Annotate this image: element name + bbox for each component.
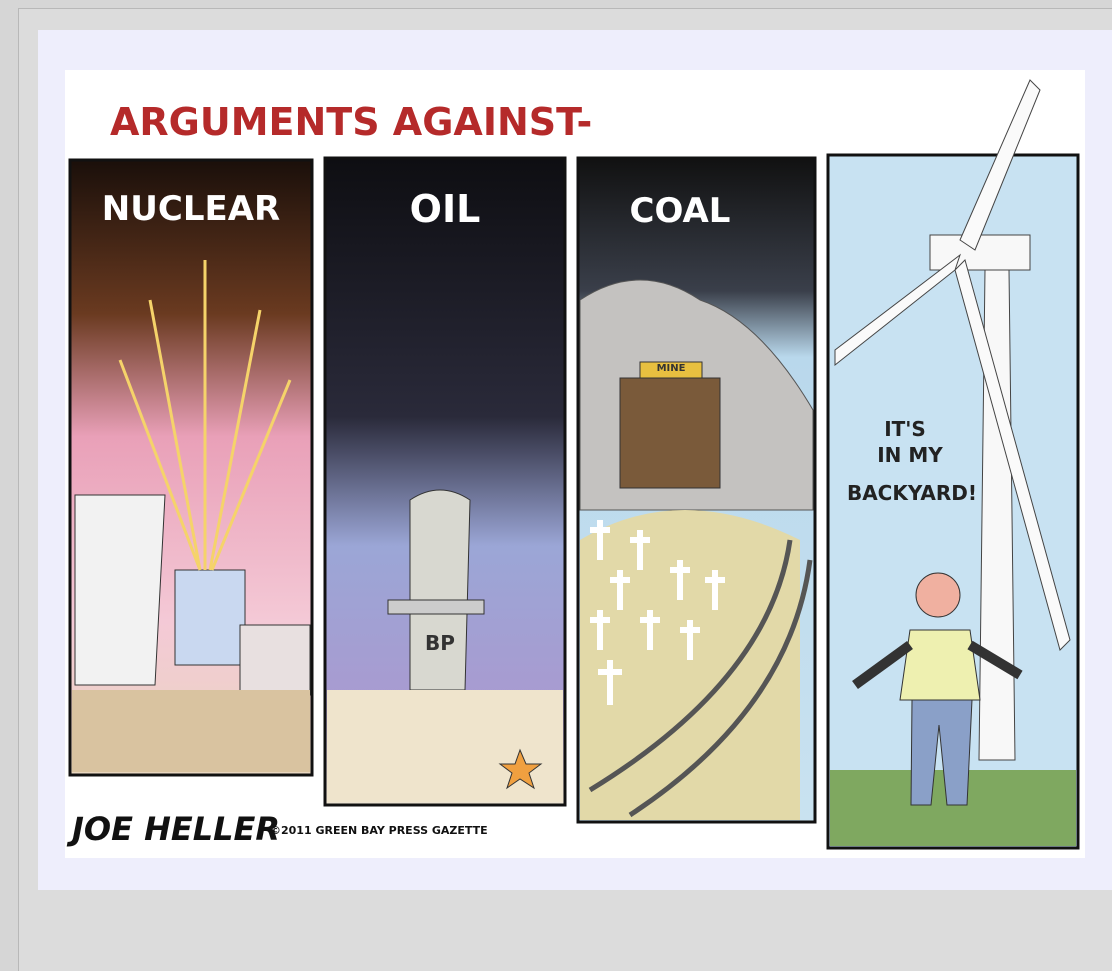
page: {"cartoon": { "title": "ARGUMENTS AGAINS… [0,0,1112,970]
credit: ©2011 GREEN BAY PRESS GAZETTE [270,824,488,837]
well-pipe [410,490,470,690]
speech-line: BACKYARD! [847,481,977,505]
panel-label: COAL [630,191,731,231]
man-shirt [900,630,980,700]
cartoon: ARGUMENTS AGAINST- NUCLEAR BP OIL MINE C… [0,0,1112,970]
man-head [916,573,960,617]
mine-entrance [620,378,720,488]
panel-label: NUCLEAR [102,189,280,229]
mine-sign: MINE [657,363,686,374]
reactor [175,570,245,665]
speech-line: IT'S [884,417,926,441]
flange [388,600,484,614]
beach [327,690,563,802]
signature: JOE HELLER [66,810,280,848]
nacelle [930,235,1030,270]
cartoon-title: ARGUMENTS AGAINST- [110,100,592,144]
ground [72,690,310,772]
building [240,625,310,695]
cooling-tower [75,495,165,685]
panel-label: OIL [410,187,481,231]
speech-line: IN MY [877,443,943,467]
bp-sign: BP [425,631,455,655]
